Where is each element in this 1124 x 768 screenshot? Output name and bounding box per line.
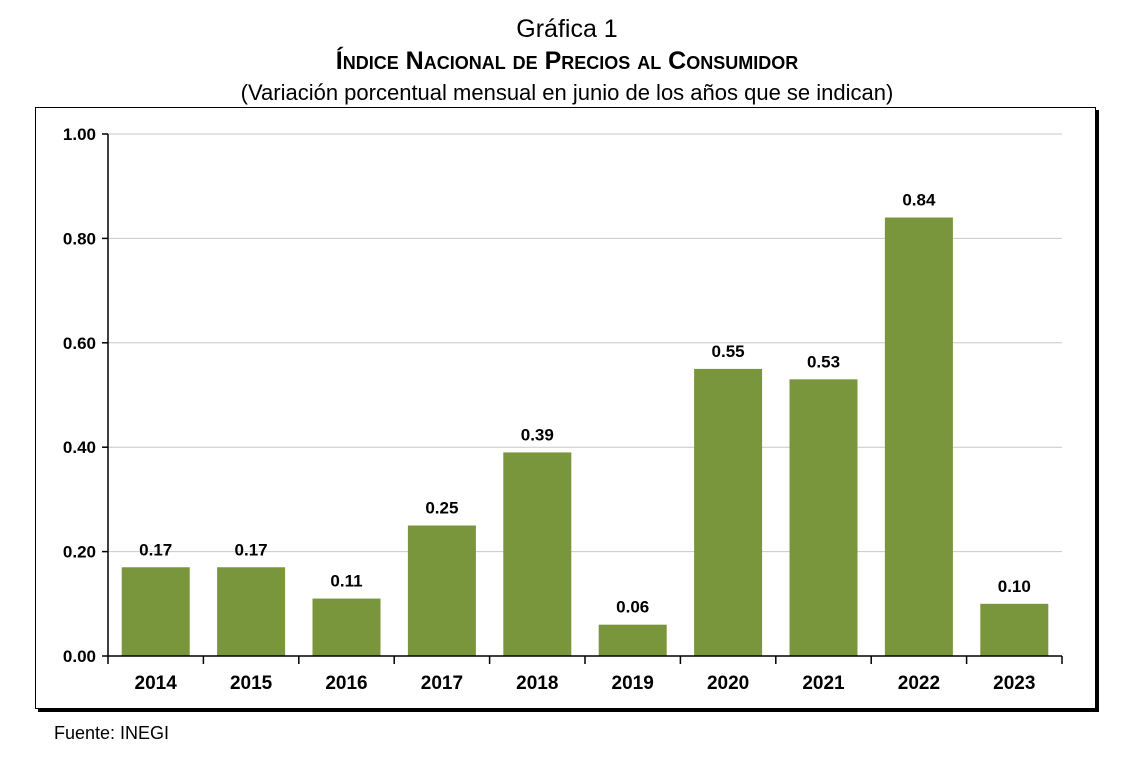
bar	[884, 217, 953, 656]
x-tick-label: 2016	[325, 673, 367, 694]
x-tick-label: 2020	[707, 673, 749, 694]
data-label: 0.84	[902, 191, 936, 210]
bar	[503, 452, 572, 656]
source-note: Fuente: INEGI	[54, 723, 170, 743]
x-tick-label: 2023	[993, 673, 1035, 694]
y-tick-label: 0.60	[63, 334, 96, 353]
chart-title: Índice Nacional de Precios al Consumidor	[335, 47, 799, 75]
x-tick-label: 2022	[898, 673, 940, 694]
bars	[121, 217, 1049, 656]
x-tick-label: 2017	[421, 673, 463, 694]
data-label: 0.17	[235, 540, 268, 559]
bar	[789, 379, 858, 656]
chart-label: Gráfica 1	[516, 15, 618, 43]
bar	[980, 603, 1049, 656]
bar	[694, 368, 763, 656]
labels: 0.00 0.20 0.40 0.60 0.80 1.00 0.17 2014 0.17 2015…	[63, 125, 1036, 694]
data-label: 0.53	[807, 352, 840, 371]
data-label: 0.10	[998, 577, 1031, 596]
data-label: 0.06	[616, 598, 649, 617]
x-tick-label: 2018	[516, 673, 558, 694]
x-tick-label: 2014	[135, 673, 178, 694]
data-label: 0.11	[330, 572, 362, 591]
bar	[598, 624, 667, 656]
data-label: 0.17	[139, 540, 172, 559]
chart-subtitle: (Variación porcentual mensual en junio d…	[240, 80, 894, 105]
y-tick-label: 0.80	[63, 229, 96, 248]
y-tick-label: 0.00	[63, 647, 96, 666]
axes	[102, 133, 1063, 664]
y-tick-label: 1.00	[63, 125, 96, 144]
bar	[217, 567, 286, 656]
y-tick-label: 0.40	[63, 438, 96, 457]
bar	[121, 567, 190, 656]
x-tick-label: 2019	[612, 673, 654, 694]
y-tick-label: 0.20	[63, 543, 96, 562]
data-label: 0.39	[521, 425, 554, 444]
data-label: 0.25	[425, 499, 458, 518]
bar	[407, 525, 476, 656]
data-label: 0.55	[712, 342, 745, 361]
bar	[312, 598, 381, 656]
x-tick-label: 2021	[802, 673, 845, 694]
x-tick-label: 2015	[230, 673, 273, 694]
